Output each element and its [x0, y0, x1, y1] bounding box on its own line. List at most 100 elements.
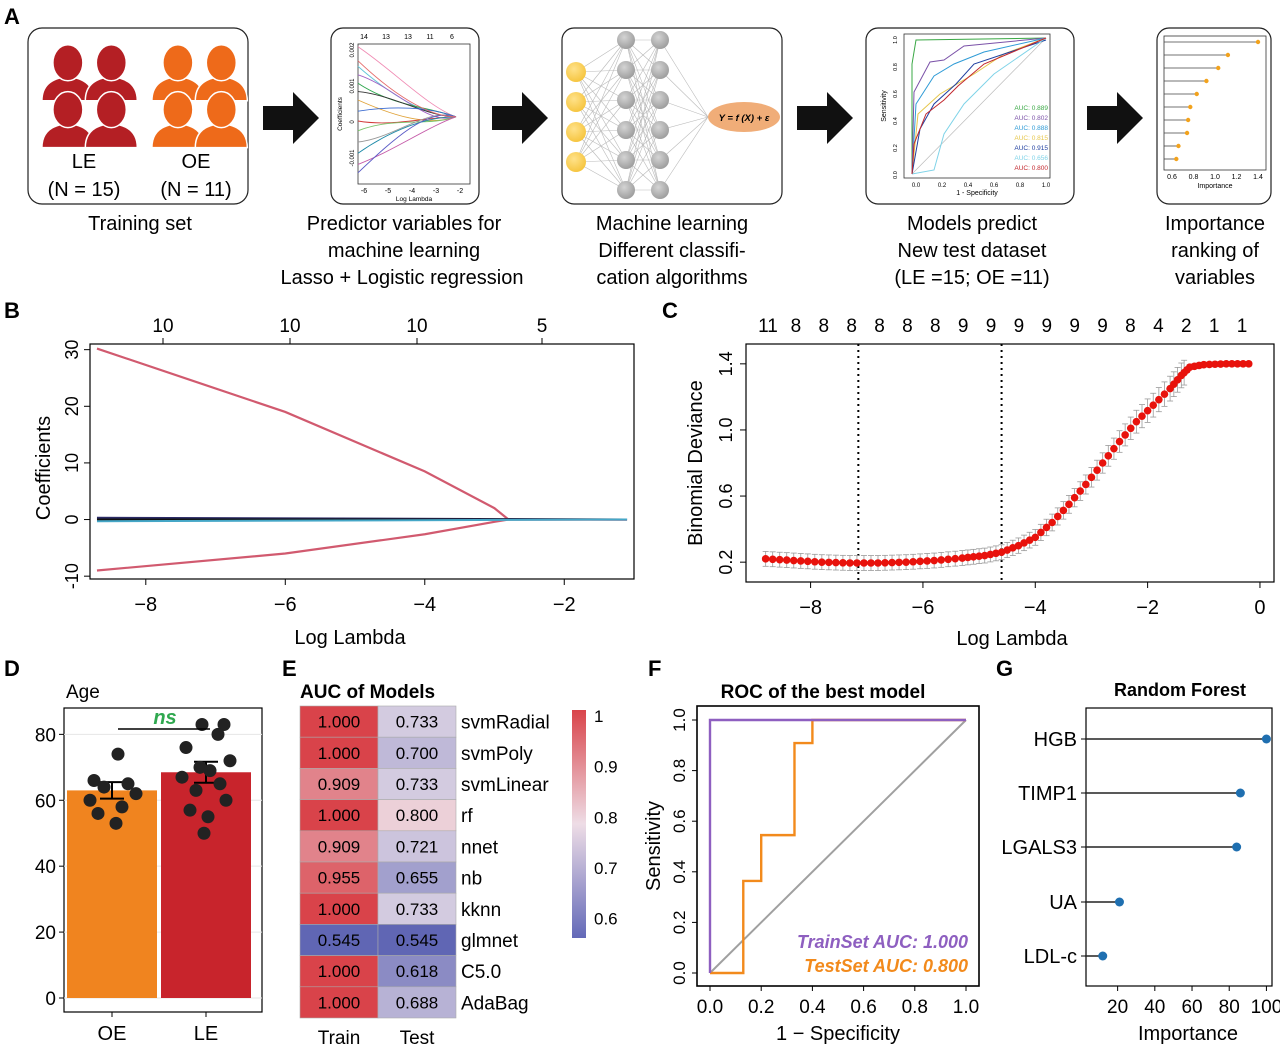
mini-roc-ylabel: Sensitivity: [881, 90, 888, 122]
deviance-point: [902, 558, 910, 566]
mini-roc-y-tick: 0.2: [893, 144, 899, 152]
heatmap-cell: [299, 955, 379, 988]
step3-caption-1: Machine learning: [596, 213, 748, 235]
heatmap-row-label: rf: [461, 806, 473, 827]
panel-f-x-tick: 0.4: [799, 997, 826, 1018]
importance-thumbnail-box: [1156, 27, 1272, 205]
panel-c-top-tick: 8: [874, 316, 885, 337]
mini-roc-y-tick: 0.0: [893, 171, 899, 179]
roc-curve: [710, 718, 966, 975]
lasso-thumbnail: 14 13 13 11 6 -6 -5 -4 -3 -2 Log Lambda Coefficient…: [337, 34, 471, 203]
heatmap-cell: [299, 736, 379, 769]
mini-imp-x-tick: 1.0: [1210, 174, 1220, 181]
mini-lasso-y-tick: 0.002: [350, 42, 356, 58]
hidden-node-icon: [617, 121, 635, 139]
mini-imp-xlabel: Importance: [1197, 183, 1232, 190]
panel-c-x-tick: −4: [1024, 597, 1047, 619]
heatmap-row-label: kknn: [461, 900, 501, 921]
nn-edge: [659, 116, 709, 191]
deviance-point: [1053, 512, 1062, 521]
deviance-point: [874, 559, 882, 567]
panel-d: D Age 80 60 40 20 0 OE LE ns: [4, 656, 263, 1045]
step5-caption-3: variables: [1175, 267, 1255, 289]
panel-g: G Random Forest HGB TIMP1 LGALS3 UA LDL-c 20 4…: [996, 656, 1280, 1045]
variable-label: LGALS3: [1001, 837, 1077, 859]
panel-c-y-tick: 1.0: [716, 417, 736, 442]
train-auc-label: TrainSet AUC: 1.000: [797, 932, 968, 952]
coefficient-path: [96, 518, 628, 572]
mini-imp-point: [1204, 78, 1209, 84]
heatmap-cell-value: 0.733: [396, 713, 439, 732]
heatmap-cell: [377, 799, 457, 832]
mini-roc-x-tick: 0.6: [990, 183, 999, 189]
heatmap-cell: [377, 736, 457, 769]
mini-roc-auc-label: AUC: 0.888: [1014, 125, 1048, 132]
age-bar: [161, 772, 251, 998]
deviance-point: [1104, 452, 1113, 460]
variable-label: TIMP1: [1018, 783, 1077, 805]
step5-caption-1: Importance: [1165, 213, 1265, 235]
training-set-caption: Training set: [88, 213, 192, 235]
panel-c-y-tick: 0.6: [716, 484, 736, 509]
le-n: (N = 15): [48, 179, 121, 201]
age-data-point: [193, 760, 207, 774]
panel-c-top-tick: 9: [1097, 316, 1108, 337]
panel-c-top-tick: 9: [1069, 316, 1080, 337]
age-data-point: [179, 741, 193, 755]
person-head-icon: [162, 90, 194, 129]
deviance-point: [1149, 401, 1158, 409]
mini-lasso-y-tick: 0.001: [350, 78, 356, 94]
panel-c-plot-frame: [745, 343, 1275, 583]
deviance-point: [1082, 480, 1090, 489]
mini-roc-y-tick: 1.0: [893, 36, 899, 44]
panel-e: E AUC of Models 1.000 0.733 svmRadial 1.000…: [282, 656, 618, 1048]
mini-lasso-x-tick: -4: [409, 188, 415, 195]
deviance-point: [909, 557, 917, 566]
panel-f-y-tick: 0.8: [670, 759, 689, 783]
panel-c-top-tick: 11: [758, 316, 778, 337]
age-data-point: [195, 717, 209, 731]
deviance-point: [881, 558, 889, 567]
rf-importance-plot: HGB TIMP1 LGALS3 UA LDL-c 20 40 60 80 100: [1001, 729, 1280, 1018]
importance-point: [1235, 788, 1245, 798]
panel-c-top-tick: 8: [846, 316, 857, 337]
panel-c-top-tick: 8: [818, 316, 829, 337]
mini-lasso-xlabel: Log Lambda: [396, 196, 433, 203]
input-node-icon: [566, 92, 586, 112]
panel-b: B 30 20 10 0 -10 −8 −6 −4 −2 10 10 10 5 Log Lambda C…: [4, 298, 635, 649]
age-data-point: [109, 816, 123, 830]
nn-edge: [625, 99, 661, 191]
heatmap-cell: [377, 705, 457, 738]
deviance-point: [867, 559, 875, 567]
age-data-point: [211, 727, 225, 741]
panel-a-letter: A: [4, 4, 20, 29]
deviance-point: [1211, 360, 1219, 369]
mini-lasso-top-tick: 6: [450, 34, 454, 41]
heatmap-col-label: Train: [318, 1028, 361, 1048]
nn-edge: [659, 69, 709, 118]
age-data-point: [197, 826, 211, 840]
panel-c-top-tick: 8: [902, 316, 913, 337]
deviance-point: [1138, 412, 1146, 420]
mini-roc-x-tick: 0.0: [912, 183, 921, 189]
deviance-point: [1132, 417, 1141, 426]
hidden-node-icon: [617, 181, 635, 199]
heatmap-cell-value: 0.909: [318, 775, 361, 794]
deviance-point: [937, 556, 945, 564]
arrow-right-icon: [797, 92, 853, 144]
age-data-point: [219, 793, 233, 807]
heatmap-cell: [377, 892, 457, 925]
age-data-point: [121, 777, 135, 791]
panel-c-x-tick: −2: [1136, 597, 1159, 619]
deviance-point: [1160, 390, 1169, 398]
nn-edge: [575, 69, 627, 163]
deviance-point: [1121, 431, 1129, 439]
deviance-point: [980, 551, 989, 560]
heatmap-cell-value: 0.733: [396, 900, 439, 919]
mini-lasso-top-tick: 11: [426, 34, 433, 41]
mini-lasso-top-tick: 14: [360, 34, 368, 41]
panel-f-title: ROC of the best model: [721, 682, 926, 703]
panel-g-letter: G: [996, 656, 1013, 681]
hidden-node-icon: [651, 31, 669, 49]
heatmap-cell: [377, 830, 457, 863]
